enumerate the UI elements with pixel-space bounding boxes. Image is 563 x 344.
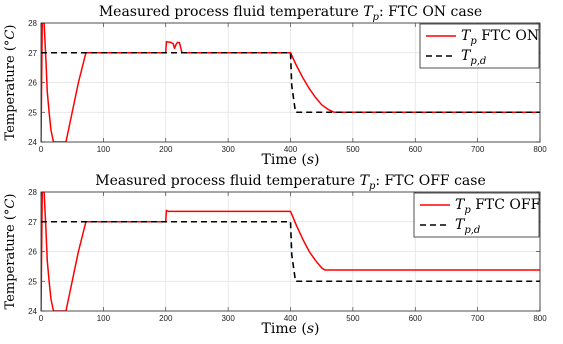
x-tick-label: 200 [159,145,173,154]
x-tick-label: 600 [409,314,423,323]
axes-frame [40,22,541,143]
chart-panel-2: 0 100 200 300 400 500 600 700 800 24 25 26 27 28 Measu… [3,173,547,337]
x-tick-label: 300 [221,314,235,323]
x-tick-label: 100 [97,314,111,323]
x-tick-label: 500 [346,314,360,323]
x-tick-label: 300 [221,145,235,154]
x-tick-label: 400 [284,145,298,154]
legend-label: Tp FTC ON [461,28,539,47]
x-axis-label: Time (s) [262,152,320,168]
y-tick-label: 26 [28,79,37,88]
y-tick-label: 25 [28,277,37,286]
x-tick-label: 800 [533,314,547,323]
x-tick-label: 200 [159,314,173,323]
x-tick-label: 400 [284,314,298,323]
y-axis-label: Temperature (°C) [3,194,18,310]
series-line-reference [41,51,540,114]
y-tick-label: 27 [28,49,37,58]
x-tick-label: 0 [39,314,44,323]
x-tick-label: 0 [39,145,44,154]
series-line-reference [41,220,540,283]
x-tick-label: 100 [97,145,111,154]
x-axis-label: Time (s) [262,321,320,337]
y-tick-label: 24 [28,307,37,316]
legend-label: Tp FTC OFF [455,197,541,216]
y-tick-label: 26 [28,248,37,257]
y-tick-label: 24 [28,138,37,147]
x-tick-label: 500 [346,145,360,154]
y-tick-label: 25 [28,108,37,117]
x-tick-label: 700 [471,145,485,154]
legend-label: Tp,d [461,48,486,67]
y-tick-label: 28 [28,188,37,197]
legend-label: Tp,d [455,217,480,236]
x-tick-label: 700 [471,314,485,323]
y-axis-label: Temperature (°C) [3,25,18,141]
axes-frame [40,191,541,312]
chart-title: Measured process fluid temperature Tp: F… [99,4,482,23]
y-tick-label: 28 [28,19,37,28]
chart-panel-1: 0 100 200 300 400 500 600 700 800 24 25 26 27 28 Measu… [3,4,547,168]
x-tick-label: 600 [409,145,423,154]
legend-box [413,192,540,238]
chart-title: Measured process fluid temperature Tp: F… [95,173,486,192]
x-tick-label: 800 [533,145,547,154]
y-tick-label: 27 [28,218,37,227]
legend-box [419,23,540,69]
series-line-measured [41,23,540,142]
